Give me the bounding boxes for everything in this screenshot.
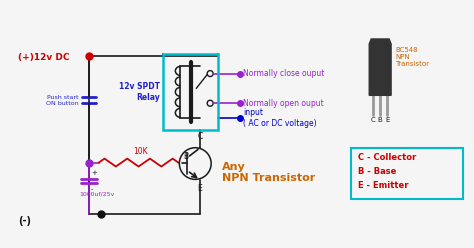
Bar xyxy=(351,148,463,199)
Text: (-): (-) xyxy=(18,216,31,226)
Text: C: C xyxy=(197,132,202,141)
Text: B - Base: B - Base xyxy=(358,167,397,176)
Text: Normally open ouput: Normally open ouput xyxy=(243,99,324,108)
Text: C: C xyxy=(371,117,375,123)
Bar xyxy=(164,54,218,130)
Text: 10K: 10K xyxy=(133,147,148,156)
Text: B: B xyxy=(378,117,383,123)
Polygon shape xyxy=(369,39,391,95)
Text: E - Emitter: E - Emitter xyxy=(358,181,409,190)
Text: C - Collector: C - Collector xyxy=(358,153,417,162)
Text: BC548
NPN
Transistor: BC548 NPN Transistor xyxy=(395,47,429,67)
Text: (+)12v DC: (+)12v DC xyxy=(18,53,70,62)
Text: -: - xyxy=(91,186,93,192)
Text: Any
NPN Transistor: Any NPN Transistor xyxy=(222,162,315,183)
Text: Normally close ouput: Normally close ouput xyxy=(243,69,324,78)
Text: B: B xyxy=(183,152,189,161)
Text: 1000uf/25v: 1000uf/25v xyxy=(79,191,114,196)
Text: Push start
ON button: Push start ON button xyxy=(46,95,79,106)
Text: input
( AC or DC voltage): input ( AC or DC voltage) xyxy=(243,108,317,128)
Text: +: + xyxy=(91,170,97,176)
Text: E: E xyxy=(197,184,202,193)
Text: E: E xyxy=(385,117,389,123)
Text: 12v SPDT
Relay: 12v SPDT Relay xyxy=(119,82,161,102)
